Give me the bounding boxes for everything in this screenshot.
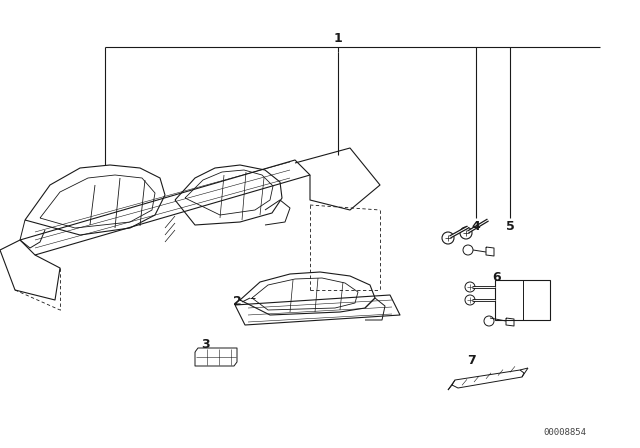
Text: 4: 4 [472,220,481,233]
Text: 2: 2 [232,294,241,307]
Text: 00008854: 00008854 [543,427,586,436]
Text: 3: 3 [201,337,209,350]
Bar [495,280,550,320]
Text: 6: 6 [493,271,501,284]
Text: 7: 7 [467,353,476,366]
Text: 5: 5 [506,220,515,233]
Text: 1: 1 [333,31,342,44]
